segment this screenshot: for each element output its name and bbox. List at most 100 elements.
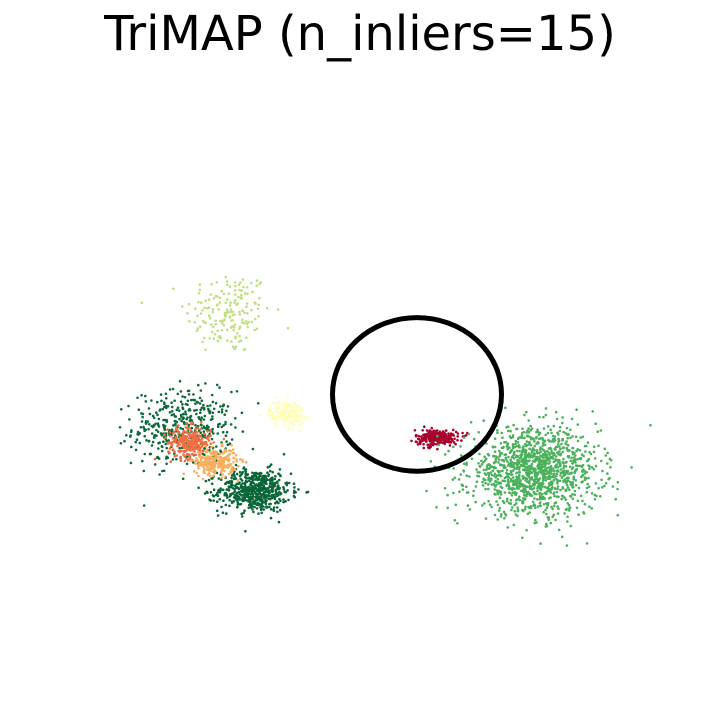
scatter-point: [228, 457, 231, 461]
scatter-point: [214, 452, 217, 455]
scatter-point: [183, 455, 186, 458]
scatter-point: [246, 292, 249, 295]
scatter-point: [498, 506, 502, 510]
scatter-point: [524, 488, 527, 492]
scatter-point: [213, 458, 216, 462]
scatter-point: [586, 441, 590, 444]
scatter-point: [535, 456, 538, 460]
scatter-point: [244, 468, 248, 471]
cluster-8: [425, 406, 652, 547]
scatter-point: [592, 450, 596, 454]
scatter-point: [506, 499, 509, 503]
scatter-point: [203, 447, 206, 450]
scatter-point: [192, 446, 195, 449]
scatter-point: [143, 452, 147, 456]
scatter-point: [215, 509, 219, 513]
scatter-point: [255, 507, 259, 510]
scatter-point: [533, 444, 537, 448]
scatter-point: [218, 497, 221, 501]
scatter-point: [210, 323, 213, 326]
scatter-point: [238, 313, 242, 316]
scatter-point: [212, 499, 215, 502]
scatter-point: [496, 429, 499, 432]
scatter-point: [562, 495, 565, 498]
scatter-point: [175, 457, 178, 461]
scatter-point: [616, 487, 619, 491]
scatter-point: [211, 308, 215, 311]
scatter-point: [182, 445, 186, 449]
scatter-point: [200, 437, 204, 441]
scatter-point: [225, 308, 229, 312]
scatter-point: [278, 497, 281, 501]
scatter-point: [274, 495, 277, 499]
scatter-point: [155, 411, 158, 414]
scatter-point: [571, 493, 574, 496]
scatter-point: [202, 464, 206, 467]
scatter-point: [199, 411, 202, 415]
scatter-point: [228, 449, 231, 452]
scatter-point: [234, 477, 237, 481]
scatter-point: [157, 457, 161, 460]
scatter-point: [545, 459, 549, 462]
scatter-point: [210, 445, 213, 449]
scatter-point: [230, 471, 233, 474]
scatter-point: [502, 510, 506, 514]
scatter-point: [233, 284, 237, 288]
scatter-point: [459, 445, 462, 448]
scatter-point: [223, 413, 226, 417]
scatter-point: [539, 463, 543, 467]
scatter-point: [581, 480, 584, 483]
scatter-point: [493, 472, 497, 476]
scatter-point: [573, 459, 577, 463]
scatter-point: [504, 440, 508, 444]
scatter-point: [474, 500, 478, 504]
scatter-point: [562, 464, 566, 468]
scatter-point: [528, 467, 532, 470]
scatter-point: [509, 463, 512, 466]
scatter-point: [194, 453, 198, 457]
scatter-point: [269, 516, 273, 520]
scatter-point: [182, 453, 185, 456]
scatter-point: [281, 403, 285, 407]
scatter-point: [156, 400, 159, 404]
scatter-point: [505, 497, 509, 501]
scatter-point: [178, 417, 181, 421]
scatter-point: [420, 440, 423, 443]
scatter-point: [282, 452, 286, 456]
scatter-point: [542, 461, 546, 464]
scatter-point: [587, 485, 591, 489]
scatter-point: [251, 475, 254, 479]
scatter-point: [226, 405, 230, 408]
scatter-point: [239, 339, 243, 343]
scatter-point: [204, 442, 207, 446]
scatter-point: [282, 500, 285, 504]
scatter-point: [520, 449, 524, 453]
scatter-point: [188, 459, 191, 463]
scatter-point: [232, 460, 235, 464]
scatter-point: [277, 401, 280, 404]
scatter-point: [253, 317, 257, 321]
scatter-point: [573, 456, 576, 459]
scatter-point: [584, 450, 587, 453]
scatter-point: [422, 446, 426, 450]
scatter-point: [493, 492, 496, 496]
scatter-point: [516, 437, 520, 441]
scatter-point: [276, 407, 280, 410]
scatter-point: [233, 347, 236, 350]
scatter-point: [221, 511, 225, 514]
scatter-point: [523, 450, 526, 454]
scatter-point: [559, 488, 562, 492]
scatter-point: [524, 449, 528, 452]
scatter-point: [234, 453, 238, 457]
scatter-point: [493, 450, 497, 454]
scatter-point: [550, 431, 553, 435]
scatter-point: [533, 439, 536, 443]
scatter-point: [276, 480, 279, 484]
scatter-point: [209, 293, 213, 296]
scatter-point: [221, 430, 225, 434]
scatter-point: [192, 470, 196, 473]
scatter-point: [278, 468, 282, 471]
scatter-point: [226, 310, 230, 314]
scatter-point: [514, 481, 518, 485]
scatter-point: [530, 488, 534, 491]
